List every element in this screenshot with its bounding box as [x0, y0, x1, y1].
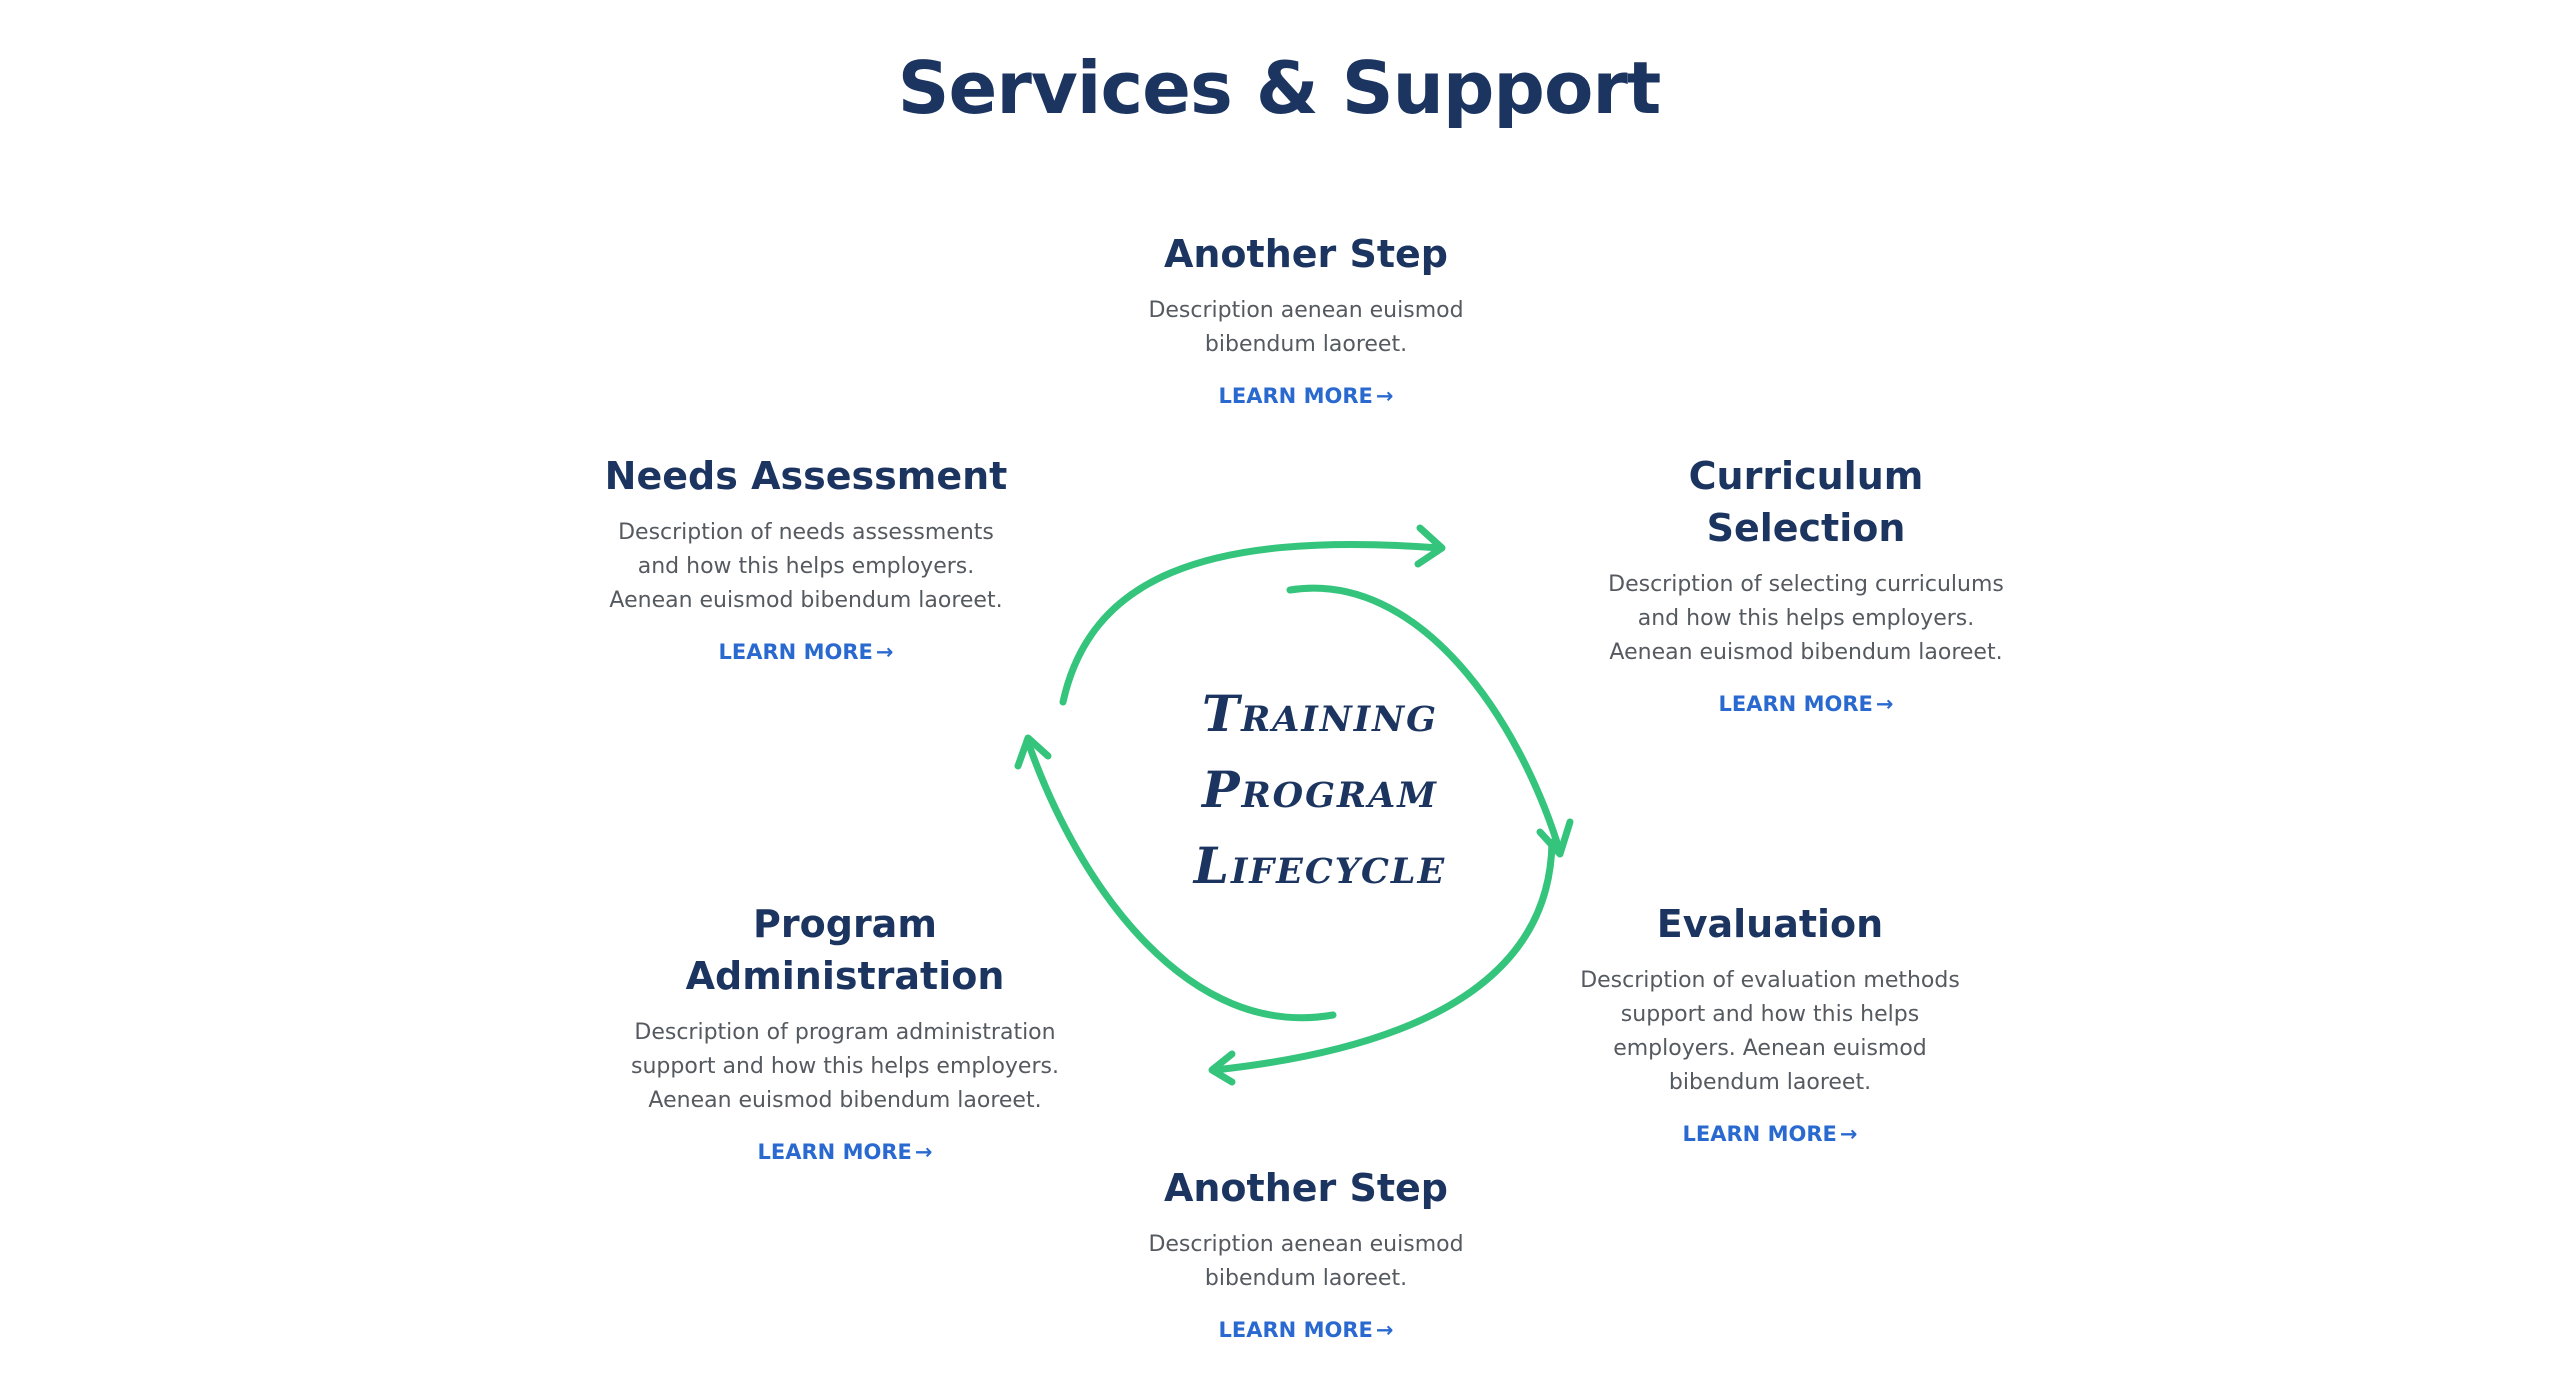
arrow-right-icon: →: [1875, 692, 1894, 716]
step-description: Description of evaluation methods suppor…: [1580, 968, 1960, 1095]
learn-more-label: LEARN MORE: [1218, 384, 1373, 408]
center-label: Training Program Lifecycle: [1120, 676, 1520, 904]
step-description: Description of program administration su…: [631, 1020, 1059, 1113]
step-description: Description aenean euismod bibendum laor…: [1148, 1232, 1464, 1291]
cycle-arrowhead-left: [1014, 734, 1052, 770]
step-title: Needs Assessment: [604, 454, 1008, 498]
step-program-administration: Program Administration Description of pr…: [630, 898, 1060, 1164]
step-description: Description aenean euismod bibendum laor…: [1148, 298, 1464, 357]
cycle-arrows-graphic: [1014, 524, 1574, 1086]
step-another-step-top: Another Step Description aenean euismod …: [1100, 228, 1512, 408]
learn-more-label: LEARN MORE: [1218, 1318, 1373, 1342]
step-title: Another Step: [1163, 1166, 1449, 1210]
arrow-right-icon: →: [1375, 384, 1394, 408]
page-title: Services & Support: [897, 46, 1662, 130]
learn-more-label: LEARN MORE: [757, 1140, 912, 1164]
cycle-arrow-right: [1286, 584, 1564, 856]
learn-more-link[interactable]: LEARN MORE →: [1219, 1318, 1394, 1342]
step-another-step-bottom: Another Step Description aenean euismod …: [1100, 1162, 1512, 1342]
step-title: Evaluation: [1656, 902, 1884, 946]
learn-more-label: LEARN MORE: [1682, 1122, 1837, 1146]
learn-more-link[interactable]: LEARN MORE →: [1683, 1122, 1858, 1146]
arrow-right-icon: →: [914, 1140, 933, 1164]
learn-more-label: LEARN MORE: [1718, 692, 1873, 716]
learn-more-label: LEARN MORE: [718, 640, 873, 664]
step-evaluation: Evaluation Description of evaluation met…: [1580, 898, 1960, 1146]
learn-more-link[interactable]: LEARN MORE →: [1719, 692, 1894, 716]
cycle-arrow-top: [1059, 540, 1444, 706]
center-label-line: Lifecycle: [1193, 836, 1447, 895]
learn-more-link[interactable]: LEARN MORE →: [758, 1140, 933, 1164]
learn-more-link[interactable]: LEARN MORE →: [1219, 384, 1394, 408]
step-title: Another Step: [1163, 232, 1449, 276]
step-description: Description of needs assessments and how…: [609, 520, 1003, 613]
cycle-arrow-left: [1024, 738, 1337, 1022]
arrow-right-icon: →: [1375, 1318, 1394, 1342]
step-title: Program Administration: [685, 902, 1005, 998]
step-needs-assessment: Needs Assessment Description of needs as…: [600, 450, 1012, 664]
arrow-right-icon: →: [1839, 1122, 1858, 1146]
step-curriculum-selection: Curriculum Selection Description of sele…: [1600, 450, 2012, 716]
cycle-arrowhead-top: [1414, 524, 1446, 568]
cycle-arrowhead-bottom: [1208, 1050, 1236, 1086]
center-label-line: Training: [1201, 684, 1439, 743]
step-description: Description of selecting curriculums and…: [1608, 572, 2004, 665]
cycle-arrow-bottom: [1211, 838, 1556, 1074]
cycle-arrowhead-right: [1536, 818, 1574, 858]
learn-more-link[interactable]: LEARN MORE →: [719, 640, 894, 664]
center-label-line: Program: [1201, 760, 1439, 819]
arrow-right-icon: →: [875, 640, 894, 664]
step-title: Curriculum Selection: [1688, 454, 1924, 550]
